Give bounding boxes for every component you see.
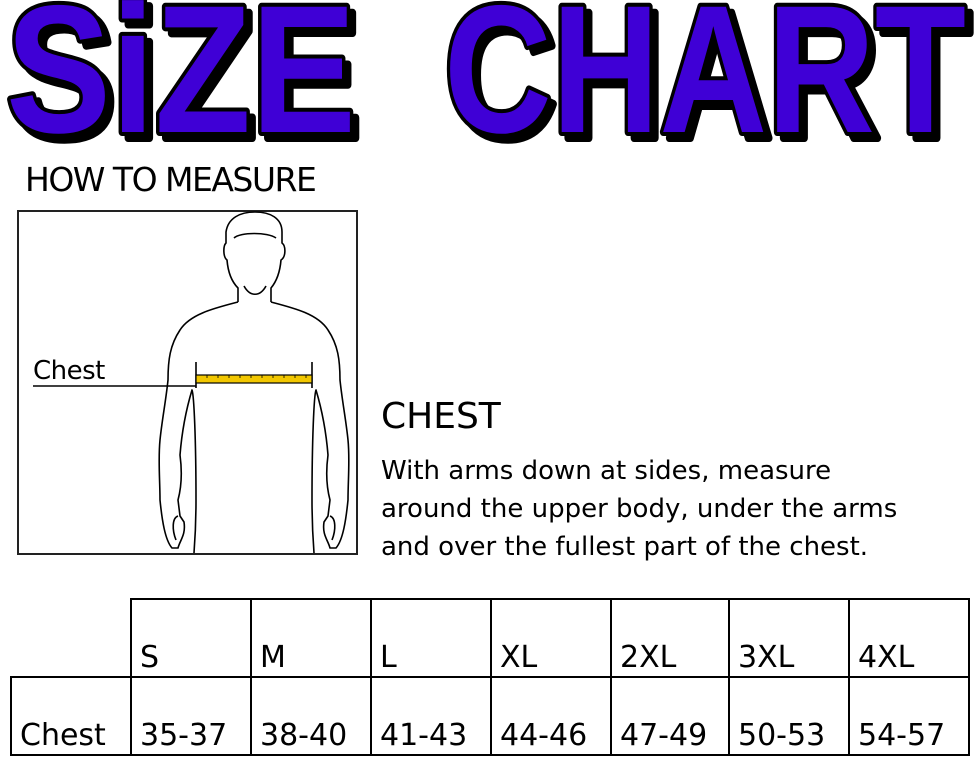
- title-chart: CHART: [444, 0, 966, 150]
- table-cell: 50-53: [728, 676, 850, 756]
- table-row: Chest 35-37 38-40 41-43 44-46 47-49 50-5…: [10, 676, 970, 756]
- table-cell: 54-57: [848, 676, 970, 756]
- size-header-row: S M L XL 2XL 3XL 4XL: [11, 598, 970, 678]
- size-header: 3XL: [728, 598, 850, 678]
- chest-heading: CHEST: [381, 396, 501, 437]
- table-cell: 35-37: [130, 676, 252, 756]
- instruction-line: With arms down at sides, measure: [381, 456, 832, 486]
- tape-measure-icon: [195, 374, 313, 384]
- title-size: SiZE: [6, 0, 356, 150]
- row-label: Chest: [10, 676, 132, 756]
- table-cell: 41-43: [370, 676, 492, 756]
- measurement-figure: Chest: [17, 210, 358, 555]
- instruction-line: around the upper body, under the arms: [381, 494, 898, 524]
- table-cell: 38-40: [250, 676, 372, 756]
- right-body-outline: [270, 301, 350, 554]
- size-header: L: [370, 598, 492, 678]
- size-table: S M L XL 2XL 3XL 4XL Chest 35-37 38-40 4…: [10, 598, 970, 756]
- head-outline: [223, 211, 286, 302]
- size-header: 2XL: [610, 598, 730, 678]
- size-header: S: [130, 598, 252, 678]
- size-header: M: [250, 598, 372, 678]
- table-cell: 44-46: [490, 676, 612, 756]
- how-to-measure-heading: HOW TO MEASURE: [25, 160, 317, 199]
- table-cell: 47-49: [610, 676, 730, 756]
- instruction-line: and over the fullest part of the chest.: [381, 532, 869, 562]
- size-header: 4XL: [848, 598, 970, 678]
- size-header: XL: [490, 598, 612, 678]
- left-body-outline: [158, 301, 239, 554]
- figure-chest-label: Chest: [33, 356, 105, 386]
- body-outline-illustration: [33, 211, 350, 554]
- empty-corner-cell: [11, 599, 131, 677]
- chest-instructions: With arms down at sides, measure around …: [381, 452, 976, 566]
- title-banner: SiZE CHART: [2, 0, 970, 150]
